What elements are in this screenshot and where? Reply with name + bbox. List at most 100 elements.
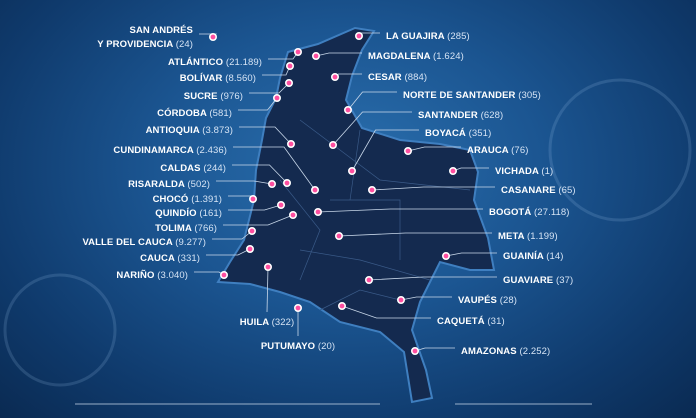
department-marker: SUCRE (976)	[184, 79, 293, 102]
department-name: ATLÁNTICO	[168, 57, 223, 68]
department-marker: CALDAS (244)	[160, 163, 291, 188]
department-label: META (1.199)	[498, 231, 558, 242]
leader-line	[445, 252, 497, 257]
location-dot	[310, 186, 319, 195]
department-label: CHOCÓ (1.391)	[153, 193, 222, 205]
case-count: (24)	[176, 39, 193, 50]
department-name: LA GUAJIRA	[386, 31, 445, 42]
department-name: ARAUCA	[467, 145, 509, 156]
department-marker: ANTIOQUIA (3.873)	[146, 125, 295, 149]
case-count: (581)	[209, 108, 232, 119]
leader-line	[228, 204, 282, 211]
leader-line	[194, 271, 225, 276]
leader-line	[239, 126, 292, 145]
location-dot	[311, 51, 320, 60]
location-dot	[286, 140, 295, 149]
case-count: (305)	[518, 90, 541, 101]
leader-line	[414, 347, 455, 352]
department-label: AMAZONAS (2.252)	[461, 346, 550, 357]
location-dot	[441, 252, 450, 261]
case-count: (76)	[511, 145, 528, 156]
location-dot	[209, 32, 218, 41]
department-label: SAN ANDRÉS	[130, 25, 193, 36]
location-dot	[334, 232, 343, 241]
department-name: CALDAS	[160, 163, 200, 174]
department-marker: CASANARE (65)	[367, 185, 576, 196]
case-count: (3.040)	[157, 270, 188, 281]
location-dot	[364, 275, 373, 284]
leader-line	[206, 248, 251, 256]
department-marker: AMAZONAS (2.252)	[410, 346, 550, 357]
department-name: CESAR	[368, 72, 402, 83]
department-marker: VICHADA (1)	[448, 166, 553, 177]
department-label: VALLE DEL CAUCA (9.277)	[82, 237, 206, 248]
department-label: QUINDÍO (161)	[155, 208, 222, 219]
leader-line	[223, 214, 294, 226]
department-name: CHOCÓ	[153, 193, 189, 205]
location-dot	[220, 270, 229, 279]
department-name: MAGDALENA	[368, 51, 431, 62]
department-name: BOLÍVAR	[180, 73, 223, 84]
department-label: ARAUCA (76)	[467, 145, 528, 156]
department-label: VICHADA (1)	[495, 166, 553, 177]
department-marker: BOYACÁ (351)	[347, 128, 492, 176]
leader-line	[400, 296, 452, 301]
case-count: (244)	[203, 163, 226, 174]
case-count: (1.391)	[191, 194, 222, 205]
location-dot	[285, 61, 294, 70]
department-label: CASANARE (65)	[501, 185, 576, 196]
department-label: NARIÑO (3.040)	[116, 270, 188, 281]
department-name: CÓRDOBA	[157, 107, 207, 119]
department-name: VALLE DEL CAUCA	[82, 237, 172, 248]
department-name: GUAINÍA	[503, 251, 544, 262]
case-count: (351)	[469, 128, 492, 139]
case-count: (9.277)	[175, 237, 206, 248]
colombia-shape	[216, 26, 496, 404]
department-label: BOLÍVAR (8.560)	[180, 73, 256, 84]
department-name: BOYACÁ	[425, 128, 466, 139]
department-label: CUNDINAMARCA (2.436)	[113, 145, 227, 156]
department-name: VAUPÉS	[458, 295, 497, 306]
location-dot	[448, 167, 457, 176]
leader-line	[266, 266, 269, 313]
case-count: (766)	[194, 223, 217, 234]
department-marker: ARAUCA (76)	[403, 145, 528, 156]
department-name: CUNDINAMARCA	[113, 145, 193, 156]
case-count: (2.436)	[196, 145, 227, 156]
case-count: (8.560)	[225, 73, 256, 84]
department-label: LA GUAJIRA (285)	[386, 31, 470, 42]
location-dot	[403, 147, 412, 156]
case-count: (1.199)	[527, 231, 558, 242]
department-label: CESAR (884)	[368, 72, 427, 83]
department-name: AMAZONAS	[461, 346, 517, 357]
case-count: (1.624)	[433, 51, 464, 62]
location-dot	[396, 295, 405, 304]
case-count: (31)	[487, 316, 504, 327]
department-marker: MAGDALENA (1.624)	[311, 51, 464, 62]
department-name: PUTUMAYO	[261, 341, 315, 352]
department-name: SANTANDER	[418, 110, 478, 121]
leader-line	[341, 305, 431, 319]
case-count: (65)	[558, 185, 575, 196]
leader-line	[216, 180, 273, 185]
leader-line	[212, 230, 253, 240]
leader-line	[315, 52, 362, 57]
location-dot	[284, 79, 293, 88]
leader-line	[238, 97, 278, 111]
department-name: BOGOTÁ	[489, 207, 531, 218]
department-marker: HUILA (322)	[240, 262, 294, 328]
department-marker: GUAINÍA (14)	[441, 251, 563, 262]
case-count: (2.252)	[519, 346, 550, 357]
location-dot	[313, 208, 322, 217]
case-count: (502)	[187, 179, 210, 190]
case-count: (3.873)	[202, 125, 233, 136]
department-label: CAUCA (331)	[140, 253, 200, 264]
case-count: (628)	[481, 110, 504, 121]
location-dot	[282, 179, 291, 188]
department-label: CÓRDOBA (581)	[157, 107, 232, 119]
case-count: (1)	[541, 166, 553, 177]
department-label: SANTANDER (628)	[418, 110, 503, 121]
department-marker: PUTUMAYO (20)	[261, 303, 335, 352]
department-marker: VAUPÉS (28)	[396, 295, 517, 306]
